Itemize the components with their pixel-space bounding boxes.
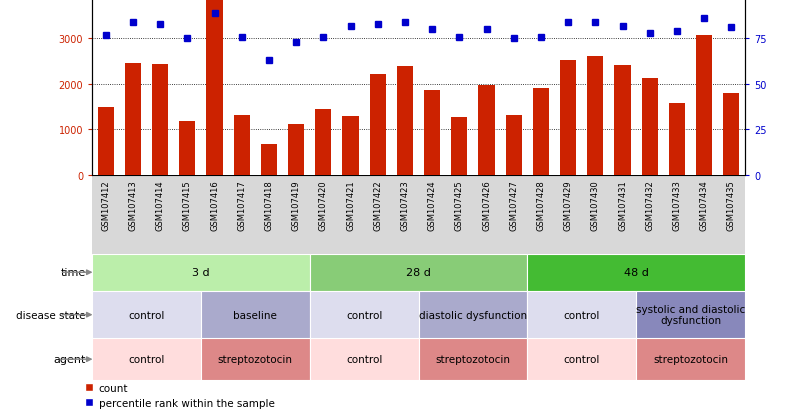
Bar (201, 291, 310, 339)
Bar (669, 103, 685, 176)
Text: baseline: baseline (233, 310, 277, 320)
Text: streptozotocin: streptozotocin (653, 354, 728, 364)
Bar (418, 339, 527, 380)
Bar (125, 64, 141, 176)
Text: GSM107423: GSM107423 (400, 179, 409, 230)
Bar (261, 145, 277, 176)
Text: GSM107424: GSM107424 (428, 179, 437, 230)
Bar (505, 116, 522, 176)
Text: systolic and diastolic
dysfunction: systolic and diastolic dysfunction (636, 304, 745, 326)
Text: streptozotocin: streptozotocin (218, 354, 293, 364)
Bar (315, 109, 332, 176)
Text: control: control (346, 354, 382, 364)
Text: streptozotocin: streptozotocin (436, 354, 510, 364)
Bar (527, 291, 636, 339)
Bar (614, 66, 630, 176)
Text: GSM107420: GSM107420 (319, 179, 328, 230)
Bar (723, 93, 739, 176)
Bar (152, 65, 168, 176)
Bar (396, 66, 413, 176)
Text: GSM107427: GSM107427 (509, 179, 518, 230)
Text: GSM107435: GSM107435 (727, 179, 736, 230)
Text: GSM107431: GSM107431 (618, 179, 627, 230)
Text: GSM107430: GSM107430 (591, 179, 600, 230)
Bar (527, 254, 745, 291)
Bar (310, 339, 418, 380)
Bar (451, 118, 468, 176)
Text: 28 d: 28 d (406, 268, 431, 278)
Text: GSM107413: GSM107413 (128, 179, 138, 230)
Text: GSM107414: GSM107414 (155, 179, 165, 230)
Bar (527, 339, 636, 380)
Bar (310, 291, 418, 339)
Bar (98, 107, 114, 176)
Text: GSM107419: GSM107419 (292, 179, 300, 230)
Bar (533, 88, 549, 176)
Bar (207, 1, 223, 176)
Text: agent: agent (53, 354, 86, 364)
Bar (179, 121, 195, 176)
Text: control: control (128, 310, 165, 320)
Bar (642, 79, 658, 176)
Bar (92, 339, 201, 380)
Text: control: control (564, 354, 600, 364)
Text: disease state: disease state (16, 310, 86, 320)
Bar (310, 254, 527, 291)
Text: time: time (60, 268, 86, 278)
Text: GSM107425: GSM107425 (455, 179, 464, 230)
Bar (288, 125, 304, 176)
Text: 3 d: 3 d (192, 268, 210, 278)
Bar (92, 254, 310, 291)
Legend: count, percentile rank within the sample: count, percentile rank within the sample (86, 383, 275, 408)
Text: control: control (564, 310, 600, 320)
Text: GSM107433: GSM107433 (672, 179, 682, 230)
Bar (234, 116, 250, 176)
Bar (636, 339, 745, 380)
Text: GSM107422: GSM107422 (373, 179, 382, 230)
Text: GSM107418: GSM107418 (264, 179, 273, 230)
Text: 48 d: 48 d (624, 268, 649, 278)
Bar (369, 75, 386, 176)
Text: diastolic dysfunction: diastolic dysfunction (419, 310, 527, 320)
Bar (92, 291, 201, 339)
Text: GSM107429: GSM107429 (564, 179, 573, 230)
Text: GSM107421: GSM107421 (346, 179, 355, 230)
Bar (478, 85, 495, 176)
Bar (587, 57, 603, 176)
Text: GSM107417: GSM107417 (237, 179, 246, 230)
Text: GSM107426: GSM107426 (482, 179, 491, 230)
Bar (424, 90, 441, 176)
Bar (342, 116, 359, 176)
Text: GSM107415: GSM107415 (183, 179, 191, 230)
Bar (636, 291, 745, 339)
Bar (560, 61, 576, 176)
Text: GSM107428: GSM107428 (537, 179, 545, 230)
Bar (418, 291, 527, 339)
Bar (696, 36, 712, 176)
Text: GSM107412: GSM107412 (101, 179, 111, 230)
Text: GSM107432: GSM107432 (646, 179, 654, 230)
Text: control: control (128, 354, 165, 364)
Text: GSM107416: GSM107416 (210, 179, 219, 230)
Text: control: control (346, 310, 382, 320)
Bar (201, 339, 310, 380)
Text: GSM107434: GSM107434 (699, 179, 709, 230)
